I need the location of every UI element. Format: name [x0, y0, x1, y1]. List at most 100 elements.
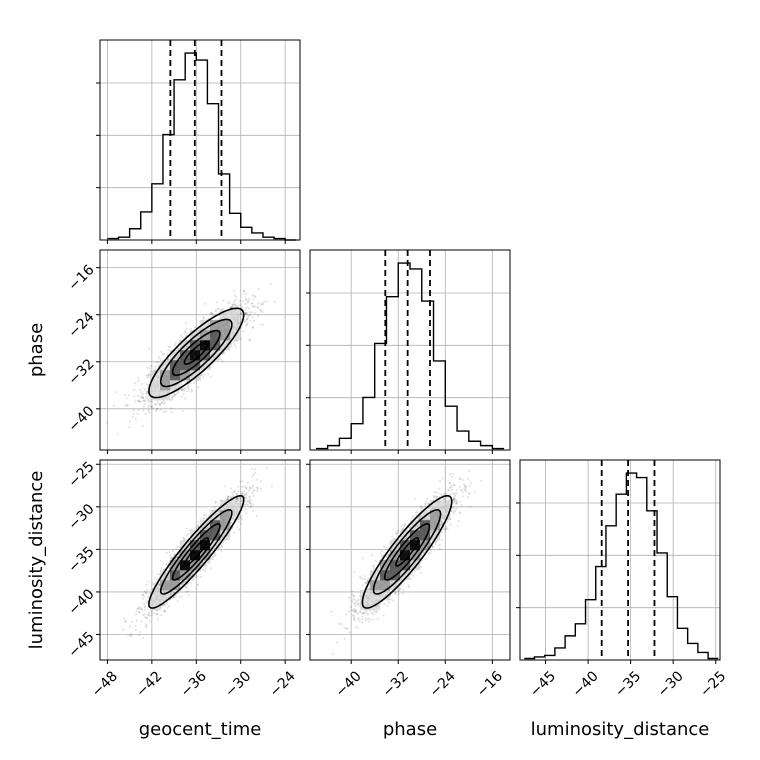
scatter-point [134, 628, 137, 631]
scatter-point [130, 634, 133, 637]
scatter-point [146, 398, 150, 402]
scatter-point [163, 610, 166, 613]
scatter-point [192, 579, 195, 582]
scatter-point [134, 400, 137, 403]
scatter-point [251, 326, 254, 329]
scatter-point [145, 390, 148, 394]
scatter-point [177, 390, 180, 394]
scatter-point [256, 305, 259, 309]
scatter-point [259, 480, 263, 483]
scatter-point [173, 553, 176, 557]
scatter-point [187, 388, 191, 391]
scatter-point [244, 499, 247, 502]
scatter-point [248, 501, 252, 504]
scatter-point [189, 382, 192, 385]
scatter-point [148, 367, 151, 370]
scatter-point [251, 484, 254, 487]
scatter-point [163, 401, 166, 404]
scatter-point [204, 564, 207, 567]
scatter-point [259, 308, 262, 311]
scatter-point [157, 588, 160, 591]
scatter-point [207, 560, 210, 563]
scatter-point [147, 405, 150, 408]
scatter-point [203, 569, 206, 572]
scatter-point [125, 397, 128, 400]
scatter-point [142, 614, 145, 617]
scatter-point [136, 607, 139, 611]
scatter-point [162, 604, 165, 607]
density-cell [210, 350, 221, 361]
scatter-point [146, 397, 149, 400]
scatter-point [255, 515, 259, 518]
scatter-point [204, 373, 207, 377]
scatter-point [157, 583, 160, 586]
scatter-point [243, 320, 246, 323]
scatter-point [145, 588, 149, 592]
scatter-point [245, 297, 248, 300]
scatter-point [231, 494, 234, 497]
scatter-point [160, 401, 163, 404]
scatter-point [238, 299, 242, 302]
scatter-point [171, 396, 174, 399]
scatter-point [202, 516, 205, 519]
scatter-point [252, 489, 255, 492]
scatter-point [186, 380, 189, 383]
scatter-point [223, 352, 226, 355]
scatter-point [159, 403, 162, 406]
scatter-point [157, 364, 160, 368]
scatter-point [230, 345, 233, 348]
scatter-point [144, 608, 147, 611]
scatter-point [157, 361, 160, 364]
scatter-point [175, 548, 178, 551]
scatter-point [212, 558, 215, 561]
scatter-point [138, 634, 141, 637]
scatter-point [221, 308, 224, 311]
scatter-point [243, 503, 246, 506]
scatter-point [180, 334, 183, 337]
scatter-point [233, 489, 236, 493]
scatter-point [245, 508, 248, 511]
scatter-point [180, 595, 183, 598]
scatter-point [234, 298, 237, 302]
scatter-point [180, 336, 184, 339]
scatter-point [251, 486, 254, 489]
scatter-point [246, 317, 249, 320]
scatter-point [141, 396, 145, 399]
scatter-point [237, 485, 240, 488]
scatter-point [239, 313, 243, 316]
scatter-point [231, 303, 234, 306]
scatter-point [248, 486, 251, 489]
scatter-point [182, 336, 185, 339]
scatter-point [155, 361, 158, 364]
scatter-point [246, 322, 249, 325]
scatter-point [227, 495, 230, 499]
scatter-point [210, 311, 213, 314]
scatter-point [156, 407, 159, 410]
scatter-point [141, 608, 144, 612]
scatter-point [241, 480, 244, 483]
scatter-point [150, 400, 153, 403]
scatter-point [233, 343, 236, 346]
scatter-point [154, 365, 157, 368]
scatter-point [222, 299, 225, 302]
scatter-point [142, 400, 145, 403]
scatter-point [243, 308, 246, 311]
scatter-point [240, 311, 243, 314]
scatter-point [183, 380, 186, 383]
scatter-point [247, 307, 251, 310]
density-cell [230, 310, 241, 321]
scatter-point [247, 489, 250, 492]
scatter-point [148, 373, 151, 376]
scatter-point [174, 595, 177, 599]
scatter-point [203, 565, 206, 568]
contour-level-1 [171, 329, 221, 377]
scatter-point [151, 582, 154, 586]
scatter-point [134, 418, 137, 421]
scatter-point [192, 381, 196, 384]
scatter-point [257, 306, 260, 310]
scatter-point [143, 590, 147, 593]
scatter-point [243, 485, 246, 488]
scatter-point [162, 402, 166, 405]
scatter-point [167, 358, 170, 361]
scatter-point [247, 297, 251, 300]
